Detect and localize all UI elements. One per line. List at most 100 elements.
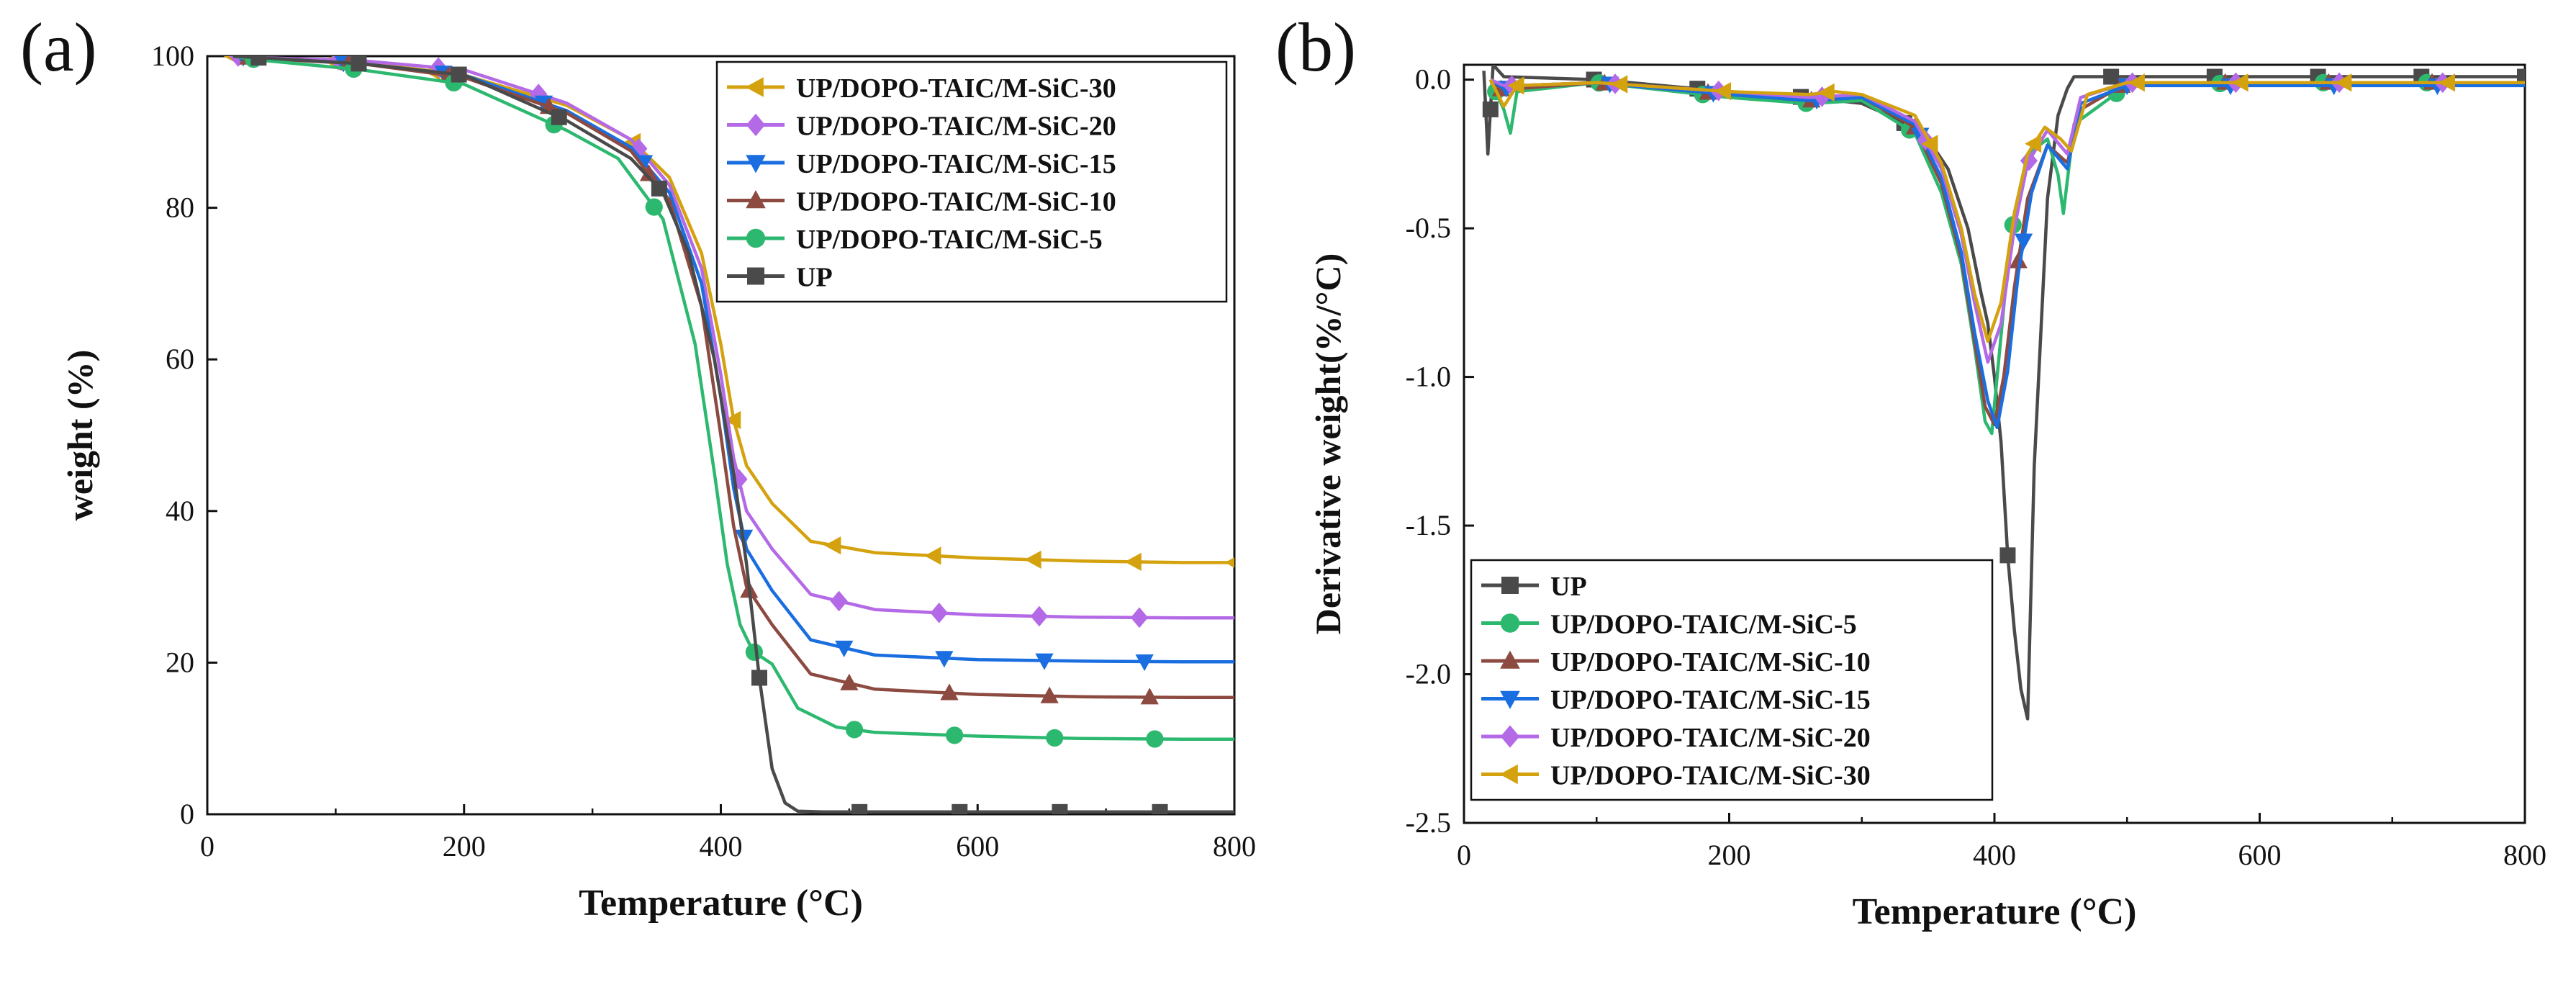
legend-marker-up-dopo-taic-m-sic-15 <box>1500 690 1520 709</box>
marker-up-dopo-taic-m-sic-30 <box>824 536 841 555</box>
marker-up-dopo-taic-m-sic-10 <box>1040 686 1059 703</box>
marker-up <box>1999 547 2016 564</box>
series-line-up-dopo-taic-m-sic-30 <box>1488 78 2525 343</box>
marker-up-dopo-taic-m-sic-5 <box>645 198 663 216</box>
x-tick-label: 400 <box>700 830 743 862</box>
marker-up <box>2103 68 2120 85</box>
marker-up <box>351 56 367 72</box>
marker-up-dopo-taic-m-sic-20 <box>930 602 948 623</box>
marker-up-dopo-taic-m-sic-30 <box>2335 73 2352 92</box>
series-markers-up-dopo-taic-m-sic-15 <box>1497 76 2447 251</box>
y-tick-label: 80 <box>166 192 194 224</box>
marker-up-dopo-taic-m-sic-20 <box>2020 150 2038 171</box>
y-tick-label: -2.0 <box>1406 658 1451 690</box>
legend-marker-up-dopo-taic-m-sic-5 <box>1500 613 1520 633</box>
legend-marker-up-dopo-taic-m-sic-10 <box>1500 650 1520 669</box>
marker-up-dopo-taic-m-sic-15 <box>1135 654 1154 672</box>
marker-up <box>651 180 667 197</box>
y-tick-label: -1.5 <box>1406 509 1451 541</box>
plot-area <box>223 56 1234 814</box>
marker-up-dopo-taic-m-sic-30 <box>2231 73 2249 92</box>
legend-label-up: UP <box>796 263 833 293</box>
x-tick-label: 800 <box>1213 830 1256 862</box>
marker-up-dopo-taic-m-sic-30 <box>1507 76 1524 95</box>
legend-marker-up-dopo-taic-m-sic-30 <box>745 77 764 97</box>
marker-up-dopo-taic-m-sic-30 <box>2025 134 2042 153</box>
marker-up <box>2517 68 2525 85</box>
marker-up-dopo-taic-m-sic-5 <box>1046 729 1064 747</box>
marker-up-dopo-taic-m-sic-5 <box>745 643 763 661</box>
series-line-up-dopo-taic-m-sic-15 <box>1489 78 2525 430</box>
series-markers-up-dopo-taic-m-sic-30 <box>1507 73 2456 153</box>
marker-up <box>1482 101 1499 117</box>
x-tick-label: 600 <box>956 830 999 862</box>
marker-up-dopo-taic-m-sic-30 <box>2128 73 2145 92</box>
marker-up-dopo-taic-m-sic-15 <box>935 651 954 668</box>
series-markers-up-dopo-taic-m-sic-10 <box>1491 73 2441 269</box>
panel-label: (a) <box>20 9 97 86</box>
marker-up <box>451 66 467 83</box>
x-tick-label: 200 <box>1708 839 1751 871</box>
plot-area <box>1482 65 2525 721</box>
series-line-up <box>232 56 1234 814</box>
legend-label-up-dopo-taic-m-sic-5: UP/DOPO-TAIC/M-SiC-5 <box>1550 610 1857 640</box>
marker-up-dopo-taic-m-sic-30 <box>2438 73 2456 92</box>
marker-up-dopo-taic-m-sic-30 <box>1611 75 1628 94</box>
legend-box <box>715 60 1228 303</box>
panel-b-dtg-derivative: 0 200 400 600 800 0.0 -0.5 -1.0 -1.5 -2.0 -2.5 Temp… <box>1275 9 2546 932</box>
y-tick-label: 0.0 <box>1415 63 1451 96</box>
series-markers-up <box>1482 68 2525 564</box>
x-tick-label: 200 <box>443 830 486 862</box>
marker-up-dopo-taic-m-sic-15 <box>2014 233 2033 251</box>
marker-up-dopo-taic-m-sic-5 <box>845 721 864 739</box>
marker-up-dopo-taic-m-sic-30 <box>1714 82 1732 101</box>
x-tick-label: 800 <box>2503 839 2546 871</box>
legend-label-up-dopo-taic-m-sic-5: UP/DOPO-TAIC/M-SiC-5 <box>796 225 1103 255</box>
marker-up-dopo-taic-m-sic-30 <box>924 546 941 565</box>
marker-up <box>1052 803 1068 814</box>
panel-a-tga-weight: 0 200 400 600 800 0 20 40 60 80 100 Temperature (°C… <box>20 9 1256 924</box>
marker-up <box>952 803 968 814</box>
marker-up-dopo-taic-m-sic-10 <box>940 683 959 701</box>
legend-marker-up-dopo-taic-m-sic-30 <box>1499 764 1518 785</box>
legend-marker-up <box>747 267 764 285</box>
marker-up-dopo-taic-m-sic-20 <box>1030 605 1048 627</box>
legend-label-up-dopo-taic-m-sic-20: UP/DOPO-TAIC/M-SiC-20 <box>1550 723 1871 753</box>
marker-up-dopo-taic-m-sic-30 <box>1224 557 1234 568</box>
legend-marker-up-dopo-taic-m-sic-20 <box>1500 725 1520 748</box>
marker-up-dopo-taic-m-sic-10 <box>639 164 659 181</box>
marker-up-dopo-taic-m-sic-30 <box>724 410 741 430</box>
x-tick-label: 0 <box>200 830 214 862</box>
marker-up-dopo-taic-m-sic-20 <box>630 138 648 159</box>
marker-up-dopo-taic-m-sic-20 <box>530 84 548 104</box>
marker-up <box>1152 803 1168 814</box>
marker-up-dopo-taic-m-sic-30 <box>1124 552 1142 572</box>
y-tick-label: 60 <box>166 343 194 375</box>
legend-label-up: UP <box>1550 572 1587 602</box>
marker-up-dopo-taic-m-sic-30 <box>1921 135 1938 153</box>
legend-marker-up <box>1501 577 1519 594</box>
legend-marker-up-dopo-taic-m-sic-10 <box>746 190 766 209</box>
legend: UP/DOPO-TAIC/M-SiC-30 UP/DOPO-TAIC/M-SiC-… <box>715 60 1228 303</box>
legend-label-up-dopo-taic-m-sic-30: UP/DOPO-TAIC/M-SiC-30 <box>796 73 1116 104</box>
series-markers-up-dopo-taic-m-sic-5 <box>245 56 1164 748</box>
legend: UP UP/DOPO-TAIC/M-SiC-5 UP/DOPO-TAIC/M-SiC… <box>1470 559 1994 801</box>
legend-label-up-dopo-taic-m-sic-15: UP/DOPO-TAIC/M-SiC-15 <box>796 149 1116 179</box>
x-tick-label: 600 <box>2238 839 2282 871</box>
marker-up-dopo-taic-m-sic-15 <box>835 640 854 657</box>
y-tick-label: -1.0 <box>1406 361 1451 393</box>
marker-up-dopo-taic-m-sic-10 <box>840 673 859 690</box>
y-tick-label: 100 <box>151 40 194 72</box>
marker-up-dopo-taic-m-sic-10 <box>1140 688 1159 705</box>
marker-up-dopo-taic-m-sic-5 <box>1146 730 1164 748</box>
y-tick-label: 40 <box>166 495 194 527</box>
x-tick-label: 400 <box>1973 839 2016 871</box>
legend-marker-up-dopo-taic-m-sic-20 <box>746 113 766 137</box>
legend-label-up-dopo-taic-m-sic-30: UP/DOPO-TAIC/M-SiC-30 <box>1550 761 1871 791</box>
y-axis-title: weight (%) <box>60 350 100 521</box>
marker-up-dopo-taic-m-sic-20 <box>830 590 848 612</box>
series-markers-up <box>250 56 1168 814</box>
marker-up-dopo-taic-m-sic-20 <box>730 469 748 490</box>
legend-box <box>1470 559 1994 801</box>
